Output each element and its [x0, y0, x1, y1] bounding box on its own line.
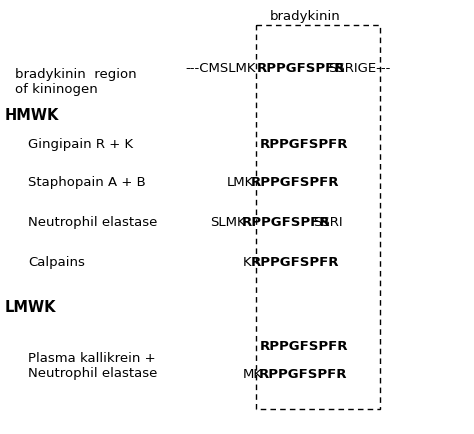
Text: RPPGFSPFR: RPPGFSPFR	[256, 62, 345, 75]
Text: LMWK: LMWK	[5, 299, 56, 314]
Text: SSRIGE---: SSRIGE---	[328, 62, 390, 75]
Text: SSRI: SSRI	[313, 216, 343, 228]
Text: Plasma kallikrein +
Neutrophil elastase: Plasma kallikrein + Neutrophil elastase	[28, 351, 157, 379]
Text: RPPGFSPFR: RPPGFSPFR	[260, 339, 348, 352]
Text: MK: MK	[243, 367, 263, 380]
Text: RPPGFSPFR: RPPGFSPFR	[259, 367, 347, 380]
Text: RPPGFSPFR: RPPGFSPFR	[242, 216, 330, 228]
Text: Neutrophil elastase: Neutrophil elastase	[28, 216, 157, 228]
Text: HMWK: HMWK	[5, 108, 59, 123]
Text: ---CMSLMK: ---CMSLMK	[185, 62, 255, 75]
Bar	[256, 26, 380, 409]
Text: Gingipain R + K: Gingipain R + K	[28, 138, 133, 151]
Text: Calpains: Calpains	[28, 256, 85, 268]
Text: RPPGFSPFR: RPPGFSPFR	[260, 138, 348, 151]
Text: K: K	[243, 256, 252, 268]
Text: RPPGFSPFR: RPPGFSPFR	[251, 176, 339, 188]
Text: LMK: LMK	[227, 176, 254, 188]
Text: Staphopain A + B: Staphopain A + B	[28, 176, 146, 188]
Text: RPPGFSPFR: RPPGFSPFR	[251, 256, 339, 268]
Text: bradykinin  region
of kininogen: bradykinin region of kininogen	[15, 68, 137, 96]
Text: SLMK: SLMK	[210, 216, 246, 228]
Text: bradykinin: bradykinin	[270, 10, 340, 23]
